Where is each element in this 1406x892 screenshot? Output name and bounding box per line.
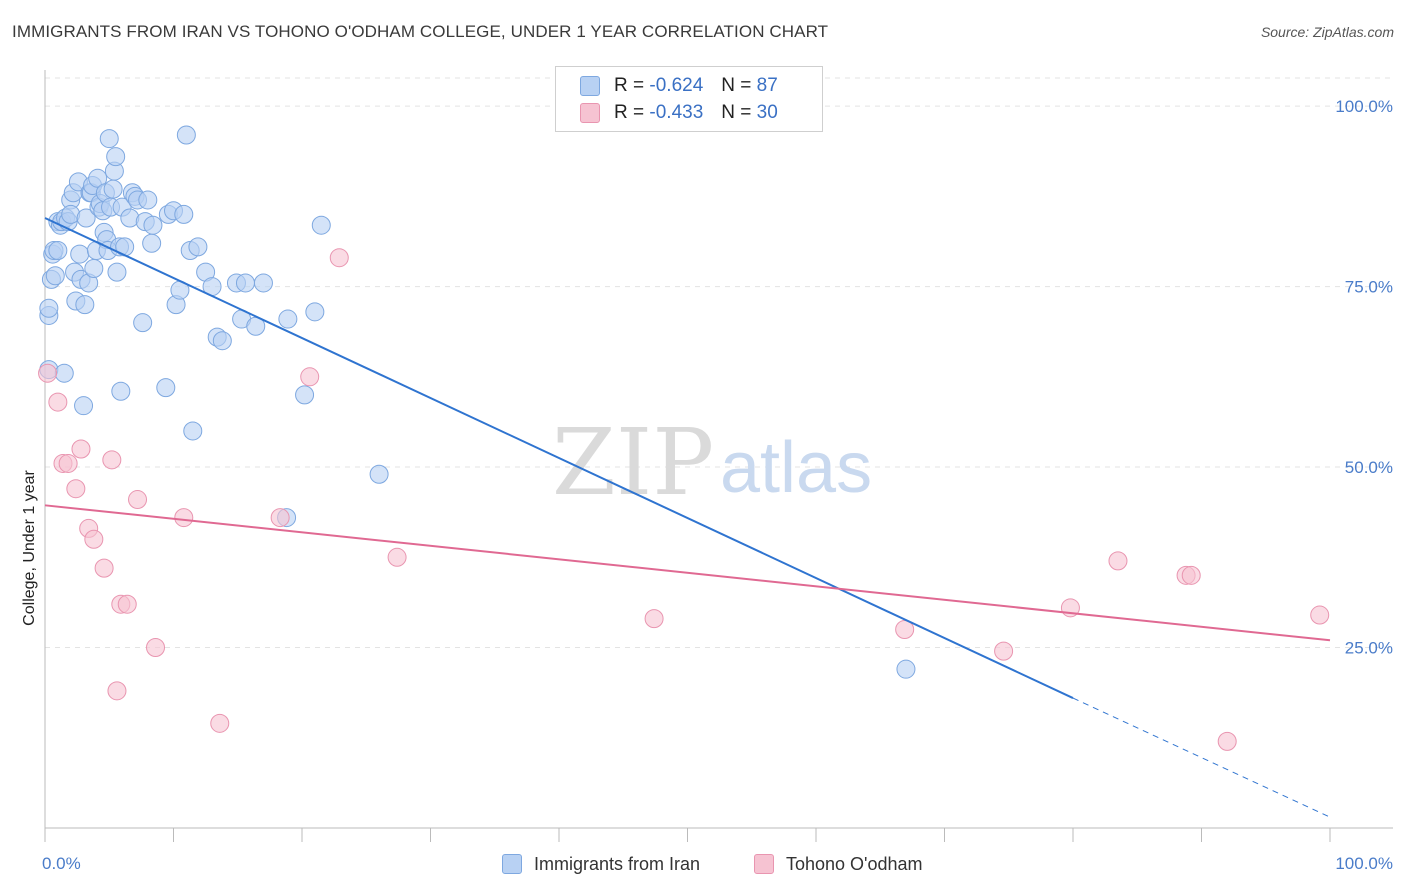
stats-legend: R = -0.624 N = 87 R = -0.433 N = 30: [555, 66, 823, 132]
iran-point-53: [133, 313, 153, 333]
legend-swatch-iran: [580, 76, 600, 96]
iran-point-79: [295, 385, 315, 405]
tohono-point-25: [1108, 551, 1128, 571]
tohono-point-3: [58, 453, 78, 473]
bottom-legend-swatch-tohono: [754, 854, 774, 874]
trend-line-iran-extension: [1072, 697, 1331, 818]
iran-point-49: [120, 208, 140, 228]
tohono-point-8: [94, 558, 114, 578]
iran-point-71: [212, 331, 232, 351]
iran-point-82: [369, 464, 389, 484]
y-tick-label-3: 100.0%: [1335, 97, 1393, 116]
legend-r-value: -0.624: [649, 75, 704, 96]
tick-labels: 25.0% 50.0% 75.0% 100.0% 0.0% 100.0%: [42, 97, 1393, 873]
tohono-point-16: [210, 713, 230, 733]
trend-line-iran: [44, 217, 1074, 699]
iran-point-6: [45, 266, 65, 286]
iran-point-41: [103, 179, 123, 199]
tohono-point-17: [270, 508, 290, 528]
x-tick-label-0: 0.0%: [42, 854, 81, 873]
iran-point-24: [76, 208, 96, 228]
tohono-point-12: [117, 594, 137, 614]
x-tick-label-1: 100.0%: [1335, 854, 1393, 873]
iran-point-67: [188, 237, 208, 257]
tohono-point-14: [146, 638, 166, 658]
watermark-atlas: atlas: [720, 428, 872, 508]
iran-point-23: [75, 295, 95, 315]
iran-point-39: [99, 129, 119, 149]
iran-point-43: [106, 147, 126, 167]
iran-point-66: [183, 421, 203, 441]
source-credit: Source: ZipAtlas.com: [1260, 24, 1394, 40]
iran-point-15: [61, 204, 81, 224]
tohono-point-1: [48, 392, 68, 412]
watermark-zip: ZIP: [552, 409, 714, 516]
series-iran-points: [39, 125, 916, 679]
bottom-legend-swatch-iran: [502, 854, 522, 874]
iran-point-2: [39, 298, 59, 318]
legend-n-label: N =: [721, 102, 752, 123]
tohono-point-10: [107, 681, 127, 701]
iran-point-80: [305, 302, 325, 322]
trend-lines: [44, 217, 1331, 818]
legend-n-value: 30: [756, 102, 778, 123]
iran-point-8: [48, 240, 68, 260]
trend-line-tohono: [44, 504, 1331, 642]
tohono-point-9: [102, 450, 122, 470]
iran-point-57: [143, 215, 163, 235]
tohono-point-20: [387, 547, 407, 567]
bottom-legend-iran: Immigrants from Iran: [502, 852, 700, 876]
y-tick-label-1: 50.0%: [1345, 458, 1393, 477]
iran-point-76: [253, 273, 273, 293]
iran-point-22: [74, 396, 94, 416]
bottom-legend-label-tohono: Tohono O'odham: [786, 853, 923, 874]
tohono-point-27: [1181, 565, 1201, 585]
tohono-point-13: [128, 490, 148, 510]
iran-point-55: [138, 190, 158, 210]
tohono-point-28: [1217, 731, 1237, 751]
iran-point-83: [896, 659, 916, 679]
legend-swatch-tohono: [580, 103, 600, 123]
iran-point-74: [235, 273, 255, 293]
legend-r-label: R =: [614, 102, 645, 123]
iran-point-44: [107, 262, 127, 282]
iran-point-20: [70, 244, 90, 264]
legend-r-label: R =: [614, 75, 645, 96]
legend-n-label: N =: [721, 75, 752, 96]
iran-point-11: [54, 363, 74, 383]
series-tohono-points: [38, 248, 1330, 751]
tohono-point-0: [38, 363, 58, 383]
tohono-point-29: [1310, 605, 1330, 625]
chart-title: IMMIGRANTS FROM IRAN VS TOHONO O'ODHAM C…: [12, 22, 829, 41]
iran-point-58: [156, 378, 176, 398]
watermark: ZIP atlas: [552, 409, 872, 516]
iran-point-81: [311, 215, 331, 235]
legend-row-iran: R = -0.624 N = 87: [580, 74, 778, 98]
y-tick-label-2: 75.0%: [1345, 278, 1393, 297]
tohono-point-23: [994, 641, 1014, 661]
iran-point-29: [84, 259, 104, 279]
iran-point-56: [142, 233, 162, 253]
legend-n-value: 87: [756, 75, 778, 96]
tohono-point-19: [329, 248, 349, 268]
tohono-point-4: [66, 479, 86, 499]
iran-point-78: [278, 309, 298, 329]
tohono-point-7: [84, 529, 104, 549]
y-tick-label-0: 25.0%: [1345, 639, 1393, 658]
iran-point-46: [111, 381, 131, 401]
bottom-legend-tohono: Tohono O'odham: [754, 852, 923, 876]
iran-point-63: [174, 204, 194, 224]
tohono-point-5: [71, 439, 91, 459]
tohono-point-15: [174, 508, 194, 528]
y-axis-label: College, Under 1 year: [21, 470, 38, 626]
bottom-legend-label-iran: Immigrants from Iran: [534, 853, 701, 874]
legend-row-tohono: R = -0.433 N = 30: [580, 101, 778, 125]
legend-r-value: -0.433: [649, 102, 704, 123]
gridlines: [45, 77, 1393, 649]
tohono-point-21: [644, 609, 664, 629]
iran-point-64: [176, 125, 196, 145]
tohono-point-18: [300, 367, 320, 387]
axes: [44, 70, 1393, 842]
